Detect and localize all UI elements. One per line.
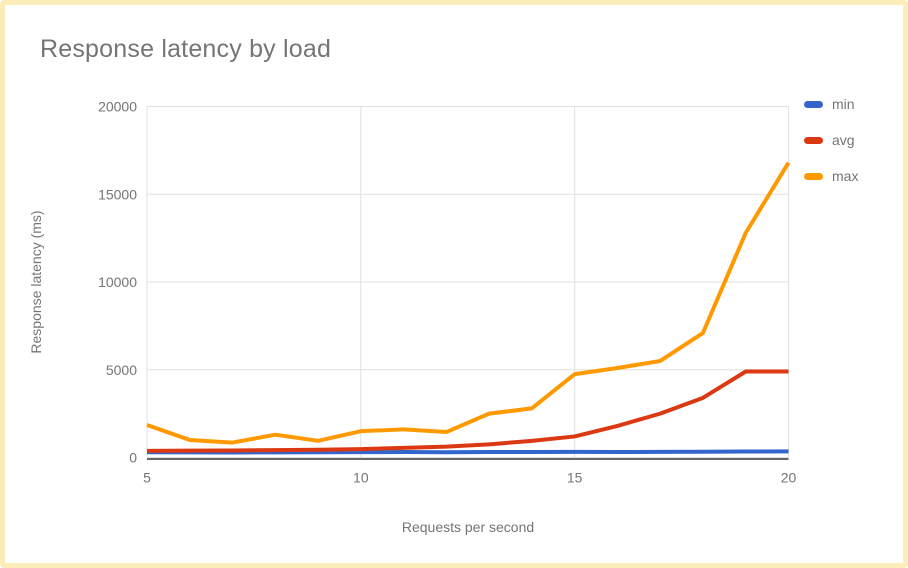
legend-item-min[interactable]: min — [804, 97, 858, 111]
series-line-min[interactable] — [146, 449, 789, 455]
x-tick-label-20: 20 — [781, 470, 797, 486]
series-line-max[interactable] — [146, 161, 791, 445]
y-tick-label-15000: 15000 — [98, 186, 137, 202]
chart-legend: min avg max — [804, 97, 858, 205]
legend-item-avg[interactable]: avg — [804, 133, 858, 147]
y-tick-label-20000: 20000 — [98, 99, 137, 115]
legend-label-max: max — [832, 168, 859, 184]
legend-label-min: min — [832, 96, 855, 112]
chart-title: Response latency by load — [40, 35, 332, 63]
x-tick-label-15: 15 — [567, 470, 583, 486]
legend-swatch-min — [804, 100, 823, 108]
y-tick-label-5000: 5000 — [106, 362, 137, 378]
x-tick-label-10: 10 — [353, 470, 369, 486]
y-tick-label-0: 0 — [129, 450, 137, 466]
chart-plot-area[interactable]: 0 5000 10000 15000 20000 5 10 15 20 — [5, 5, 908, 568]
legend-label-avg: avg — [832, 132, 855, 148]
series-line-avg[interactable] — [146, 369, 789, 453]
x-tick-label-5: 5 — [143, 470, 151, 486]
y-tick-label-10000: 10000 — [98, 274, 137, 290]
x-axis-title: Requests per second — [401, 519, 535, 535]
plot-border — [146, 106, 789, 458]
legend-swatch-max — [804, 172, 823, 180]
y-axis-title: Response latency (ms) — [28, 210, 44, 354]
legend-item-max[interactable]: max — [804, 169, 858, 183]
legend-swatch-avg — [804, 136, 823, 144]
